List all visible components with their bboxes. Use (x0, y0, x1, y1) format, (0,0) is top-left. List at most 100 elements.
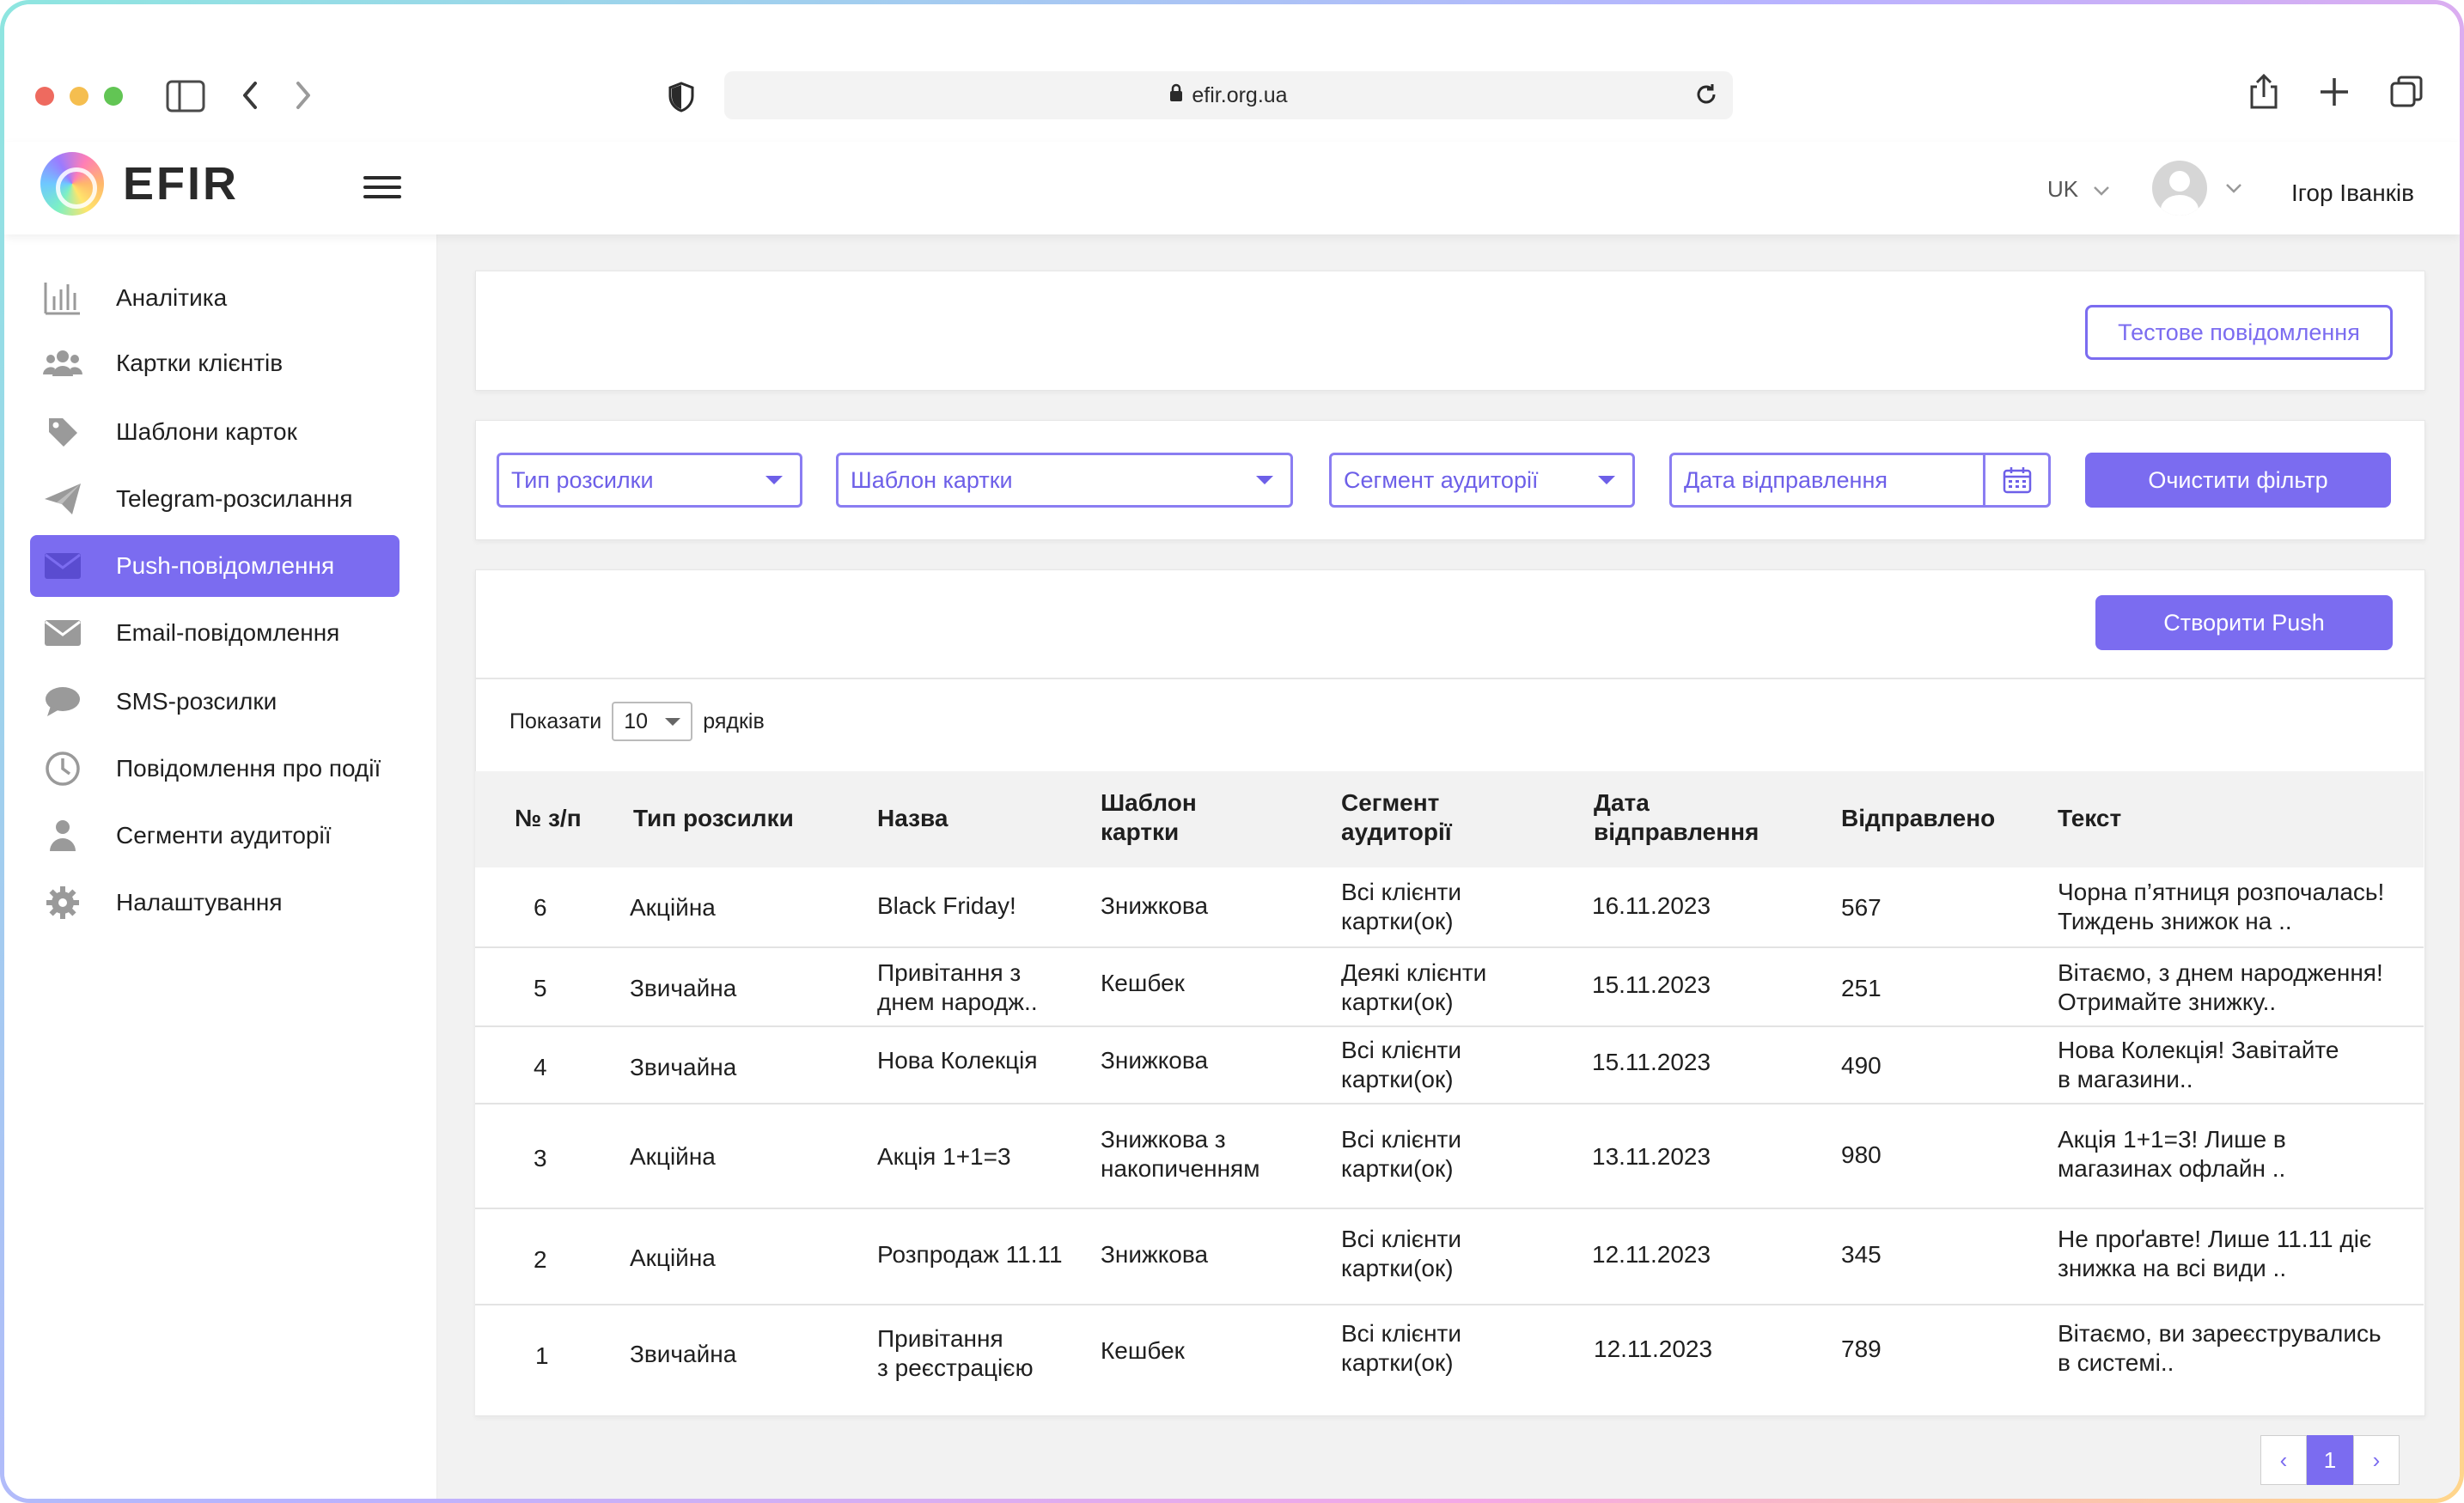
sidebar-item-client-cards[interactable]: Картки клієнтів (30, 332, 399, 394)
cell-sent: 567 (1841, 894, 1882, 921)
column-header-name[interactable]: Назва (877, 805, 948, 831)
cell-name-line: Розпродаж 11.11 (877, 1241, 1063, 1268)
back-icon[interactable] (240, 80, 260, 115)
cell-segment-line: Всі клієнти (1341, 1126, 1462, 1153)
cell-type: Звичайна (630, 1054, 737, 1080)
efir-logo-icon[interactable] (40, 152, 104, 216)
user-icon (42, 818, 83, 853)
window-controls (35, 87, 123, 106)
sidebar-item-label: SMS-розсилки (116, 688, 278, 715)
send-date-filter[interactable]: Дата відправлення (1669, 453, 2051, 508)
sidebar-item-push[interactable]: Push-повідомлення (30, 535, 399, 597)
column-header-type[interactable]: Тип розсилки (633, 805, 794, 831)
cell-template-line: Знижкова (1101, 892, 1209, 919)
minimize-window-button[interactable] (70, 87, 88, 106)
cell-text-line: магазинах офлайн .. (2058, 1155, 2286, 1182)
column-header-sent[interactable]: Відправлено (1841, 805, 1996, 831)
sidebar-item-label: Email-повідомлення (116, 619, 340, 646)
cell-template-line: накопиченням (1101, 1155, 1260, 1182)
clock-icon (42, 752, 83, 786)
caret-down-icon (765, 476, 783, 484)
cell-name-line: днем народж.. (877, 989, 1038, 1015)
page-button-current[interactable]: 1 (2307, 1435, 2353, 1485)
column-header-date[interactable]: Дата відправлення (1594, 788, 1759, 847)
create-push-button[interactable]: Створити Push (2095, 595, 2393, 650)
table-row[interactable]: 2 Акційна Розпродаж 11.11 Знижкова Всі к… (475, 1209, 2424, 1305)
users-icon (42, 346, 83, 380)
maximize-window-button[interactable] (104, 87, 123, 106)
sidebar-item-telegram[interactable]: Telegram-розсилання (30, 468, 399, 530)
test-message-button[interactable]: Тестове повідомлення (2085, 305, 2393, 360)
reload-icon[interactable] (1693, 82, 1719, 113)
prev-page-button[interactable]: ‹ (2260, 1435, 2307, 1485)
logo-text[interactable]: EFIR (123, 158, 240, 210)
new-tab-icon[interactable] (2319, 76, 2350, 112)
cell-text: Нова Колекція! Завітайте в магазини.. (2058, 1036, 2339, 1094)
caret-down-icon (1256, 476, 1273, 484)
table-header: № з/п Тип розсилки Назва Шаблон картки С… (475, 771, 2424, 867)
column-header-num[interactable]: № з/п (515, 805, 582, 831)
next-page-button[interactable]: › (2353, 1435, 2400, 1485)
sidebar-item-card-templates[interactable]: Шаблони карток (30, 401, 399, 463)
send-date-filter-label: Дата відправлення (1684, 466, 1888, 493)
table-row[interactable]: 3 Акційна Акція 1+1=3 Знижкова з накопич… (475, 1104, 2424, 1209)
sidebar-item-audience-segments[interactable]: Сегменти аудиторії (30, 805, 399, 867)
cell-segment-line: Всі клієнти (1341, 879, 1462, 905)
column-header-template[interactable]: Шаблон картки (1101, 788, 1197, 847)
close-window-button[interactable] (35, 87, 54, 106)
cell-name-line: з реєстрацією (877, 1354, 1034, 1381)
cell-segment-line: картки(ок) (1341, 1066, 1454, 1092)
cell-sent: 490 (1841, 1052, 1882, 1079)
table-row[interactable]: 5 Звичайна Привітання з днем народж.. Ке… (475, 948, 2424, 1027)
cell-segment: Всі клієнти картки(ок) (1341, 1225, 1461, 1283)
sidebar-item-settings[interactable]: Налаштування (30, 872, 399, 934)
cell-type: Звичайна (630, 1341, 737, 1367)
sidebar-item-label: Налаштування (116, 889, 283, 916)
chat-bubble-icon (42, 685, 83, 719)
cell-segment: Всі клієнти картки(ок) (1341, 1036, 1461, 1094)
audience-segment-filter[interactable]: Сегмент аудиторії (1329, 453, 1635, 508)
card-template-filter[interactable]: Шаблон картки (836, 453, 1293, 508)
card-template-filter-label: Шаблон картки (851, 466, 1013, 493)
sidebar-item-label: Сегменти аудиторії (116, 822, 332, 849)
address-bar[interactable]: efir.org.ua (724, 71, 1733, 119)
cell-template-line: Знижкова (1101, 1241, 1209, 1268)
table-row[interactable]: 4 Звичайна Нова Колекція Знижкова Всі кл… (475, 1027, 2424, 1104)
cell-segment: Всі клієнти картки(ок) (1341, 878, 1461, 936)
column-header-segment-line: аудиторії (1341, 818, 1452, 845)
cell-segment-line: Деякі клієнти (1341, 959, 1487, 986)
cell-name: Привітання з днем народж.. (877, 958, 1038, 1017)
cell-name-line: Привітання (877, 1325, 1003, 1352)
table-row[interactable]: 6 Акційна Black Friday! Знижкова Всі клі… (475, 867, 2424, 948)
table-row[interactable]: 1 Звичайна Привітання з реєстрацією Кешб… (475, 1305, 2424, 1415)
sidebar-item-analytics[interactable]: Аналітика (30, 267, 399, 329)
avatar[interactable] (2152, 161, 2207, 216)
menu-icon[interactable] (363, 176, 401, 200)
language-selector[interactable]: UK (2047, 176, 2111, 203)
cell-text-line: Чорна п’ятниця розпочалась! (2058, 879, 2385, 905)
sidebar-item-event-notifications[interactable]: Повідомлення про події (30, 738, 399, 800)
user-name[interactable]: Ігор Іванків (2291, 180, 2415, 206)
cell-segment-line: картки(ок) (1341, 989, 1454, 1015)
rows-per-page-select[interactable]: 10 (612, 702, 693, 741)
forward-icon[interactable] (293, 80, 314, 115)
cell-text-line: Тиждень знижок на .. (2058, 908, 2292, 934)
clear-filter-button[interactable]: Очистити фільтр (2085, 453, 2391, 508)
mailing-type-filter[interactable]: Тип розсилки (497, 453, 802, 508)
chevron-down-icon[interactable] (2224, 176, 2243, 200)
cell-template-line: Кешбек (1101, 1337, 1185, 1364)
cell-template-line: Знижкова (1101, 1047, 1209, 1074)
column-header-text[interactable]: Текст (2058, 805, 2122, 831)
sidebar-toggle-icon[interactable] (166, 80, 205, 117)
column-header-segment[interactable]: Сегмент аудиторії (1341, 788, 1452, 847)
sidebar-item-sms[interactable]: SMS-розсилки (30, 671, 399, 733)
sidebar-item-email[interactable]: Email-повідомлення (30, 602, 399, 664)
language-value: UK (2047, 176, 2079, 202)
share-icon[interactable] (2248, 73, 2279, 115)
cell-text-line: в магазини.. (2058, 1066, 2193, 1092)
tabs-overview-icon[interactable] (2389, 75, 2424, 113)
column-header-date-line: відправлення (1594, 818, 1760, 845)
calendar-icon[interactable] (1983, 455, 2048, 505)
cell-name: Акція 1+1=3 (877, 1142, 1011, 1171)
shield-icon[interactable] (668, 82, 695, 117)
